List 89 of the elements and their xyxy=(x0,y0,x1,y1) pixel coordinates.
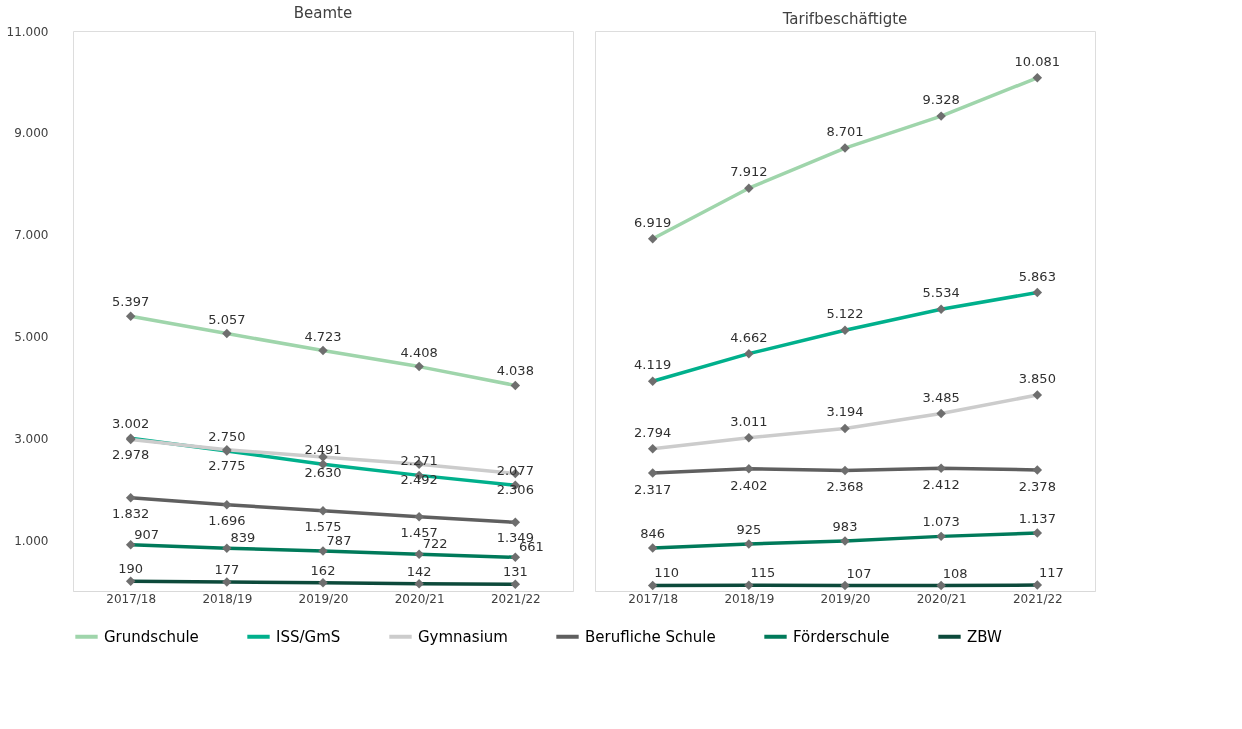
data-label: 2.412 xyxy=(922,477,960,493)
chart-title: Tarifbeschäftigte xyxy=(781,10,908,28)
point xyxy=(744,463,754,474)
data-label: 6.919 xyxy=(634,214,672,230)
point xyxy=(840,465,850,476)
data-label: 2.775 xyxy=(208,457,246,473)
data-label: 907 xyxy=(134,526,160,542)
data-label: 177 xyxy=(214,561,240,577)
x-tick-label: 2021/22 xyxy=(1012,591,1063,606)
data-label: 3.485 xyxy=(922,389,960,405)
data-label: 107 xyxy=(846,565,872,581)
data-label: 2.306 xyxy=(496,481,534,497)
data-label: 2.978 xyxy=(112,447,150,463)
point xyxy=(936,463,946,473)
point xyxy=(1032,465,1043,475)
data-label: 5.863 xyxy=(1018,268,1056,284)
data-label: 1.073 xyxy=(922,514,960,530)
data-label: 3.002 xyxy=(112,416,150,432)
chart-title: Beamte xyxy=(293,4,353,22)
data-label: 142 xyxy=(406,563,432,579)
data-label: 983 xyxy=(832,518,858,534)
point xyxy=(222,499,232,510)
data-label: 108 xyxy=(942,565,968,581)
y-tick-label: 5.000 xyxy=(14,329,49,344)
data-label: 2.491 xyxy=(304,442,342,458)
data-label: 2.750 xyxy=(208,429,246,444)
legend-label: ISS/GmS xyxy=(276,627,341,646)
data-label: 9.328 xyxy=(922,92,960,108)
x-tick-label: 2018/19 xyxy=(724,591,775,606)
data-label: 5.534 xyxy=(922,285,960,301)
data-label: 4.038 xyxy=(496,363,534,379)
legend-label: ZBW xyxy=(967,627,1003,646)
point xyxy=(125,492,136,503)
x-tick-label: 2019/20 xyxy=(820,591,871,606)
x-tick-label: 2020/21 xyxy=(394,591,445,606)
data-label: 925 xyxy=(736,521,762,537)
data-label: 2.077 xyxy=(496,463,534,479)
data-label: 162 xyxy=(310,562,336,578)
data-label: 115 xyxy=(750,565,776,581)
data-label: 3.194 xyxy=(826,404,864,420)
y-tick-label: 11.000 xyxy=(6,24,49,39)
y-tick-label: 1.000 xyxy=(14,533,49,548)
data-label: 839 xyxy=(230,530,256,546)
data-label: 2.271 xyxy=(400,453,438,469)
data-label: 4.662 xyxy=(730,329,768,345)
data-label: 7.912 xyxy=(730,164,768,180)
data-label: 2.378 xyxy=(1018,478,1056,494)
data-label: 5.397 xyxy=(112,294,150,310)
y-tick-label: 7.000 xyxy=(14,228,49,243)
data-label: 4.119 xyxy=(634,357,672,373)
data-label: 8.701 xyxy=(826,124,864,140)
legend-label: Grundschule xyxy=(104,627,199,646)
data-label: 2.492 xyxy=(400,472,438,488)
data-label: 787 xyxy=(326,532,352,548)
point xyxy=(414,512,424,522)
data-label: 3.850 xyxy=(1018,371,1056,386)
x-tick-label: 2017/18 xyxy=(628,591,679,606)
legend-label: Berufliche Schule xyxy=(585,627,716,646)
data-label: 2.368 xyxy=(826,479,864,495)
x-tick-label: 2019/20 xyxy=(298,591,349,606)
data-label: 131 xyxy=(502,564,528,580)
data-label: 1.575 xyxy=(304,518,342,534)
data-label: 190 xyxy=(118,561,144,577)
x-tick-label: 2020/21 xyxy=(916,591,967,606)
data-label: 846 xyxy=(640,525,666,541)
data-label: 2.794 xyxy=(634,424,672,440)
data-label: 1.137 xyxy=(1018,511,1056,527)
legend-label: Gymnasium xyxy=(418,627,508,646)
x-tick-label: 2018/19 xyxy=(202,591,253,606)
data-label: 3.011 xyxy=(730,413,768,429)
x-tick-label: 2021/22 xyxy=(490,591,541,606)
data-label: 2.630 xyxy=(304,465,342,481)
y-tick-label: 9.000 xyxy=(14,126,49,141)
data-label: 5.057 xyxy=(208,311,246,327)
point xyxy=(510,517,521,528)
data-label: 117 xyxy=(1038,565,1064,581)
data-label: 1.832 xyxy=(112,505,150,521)
data-label: 4.408 xyxy=(400,344,438,360)
data-label: 4.723 xyxy=(304,328,342,344)
data-label: 2.402 xyxy=(730,477,768,493)
point xyxy=(647,468,658,478)
data-label: 1.696 xyxy=(208,512,246,528)
data-label: 5.122 xyxy=(826,306,864,322)
y-tick-label: 3.000 xyxy=(14,431,49,446)
x-tick-label: 2017/18 xyxy=(106,591,157,606)
legend-label: Förderschule xyxy=(793,627,890,646)
data-label: 10.081 xyxy=(1014,53,1061,69)
data-label: 110 xyxy=(654,565,680,581)
data-label: 2.317 xyxy=(634,482,672,498)
